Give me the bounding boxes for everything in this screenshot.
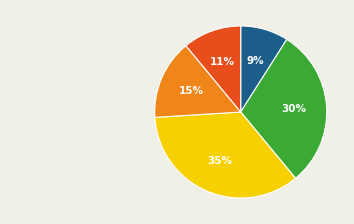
Text: 9%: 9% <box>247 56 264 66</box>
Wedge shape <box>186 26 241 112</box>
Wedge shape <box>155 46 241 117</box>
Text: 35%: 35% <box>207 156 232 166</box>
Wedge shape <box>241 39 327 178</box>
Text: 30%: 30% <box>281 104 307 114</box>
Text: 15%: 15% <box>179 86 204 96</box>
Text: 11%: 11% <box>210 57 235 67</box>
Wedge shape <box>155 112 296 198</box>
Wedge shape <box>241 26 287 112</box>
